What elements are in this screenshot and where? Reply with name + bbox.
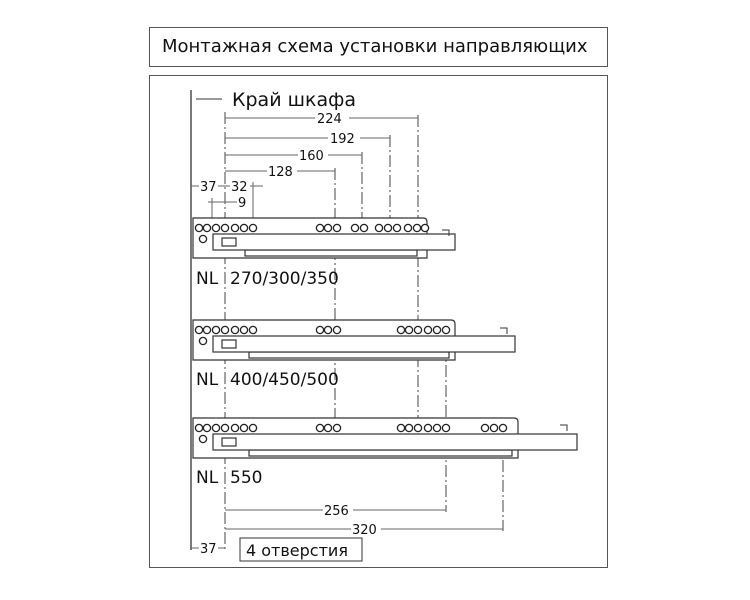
mounting-hole [332, 423, 342, 433]
mounting-hole [396, 423, 406, 433]
mounting-hole [413, 325, 423, 335]
dim-160: 160 [299, 149, 324, 164]
diagram-frame [149, 75, 608, 568]
mounting-hole [392, 223, 402, 233]
mounting-hole [248, 223, 258, 233]
mounting-hole [194, 423, 204, 433]
mounting-hole [423, 423, 433, 433]
mounting-hole [332, 223, 342, 233]
mounting-hole [359, 223, 369, 233]
rail-1-prefix: NL [196, 269, 219, 289]
mounting-hole [432, 423, 442, 433]
mounting-hole [350, 223, 360, 233]
diagram-title: Монтажная схема установки направляющих [162, 36, 588, 57]
mounting-hole [211, 325, 221, 335]
mounting-hole [202, 223, 212, 233]
rail-2-prefix: NL [196, 370, 219, 390]
mounting-hole [220, 223, 230, 233]
mounting-hole [441, 423, 451, 433]
mounting-hole [239, 423, 249, 433]
mounting-hole [374, 223, 384, 233]
mounting-hole [332, 325, 342, 335]
mounting-hole [323, 223, 333, 233]
mounting-hole [198, 434, 208, 444]
rail-3-prefix: NL [196, 468, 219, 488]
mounting-hole [315, 325, 325, 335]
title-box: Монтажная схема установки направляющих [149, 27, 608, 67]
mounting-hole [489, 423, 499, 433]
mounting-hole [396, 325, 406, 335]
mounting-hole [498, 423, 508, 433]
rail-nl-550: NL 550 [192, 417, 578, 488]
mounting-hole [202, 325, 212, 335]
mounting-hole [230, 423, 240, 433]
mounting-hole [211, 423, 221, 433]
mounting-hole [441, 325, 451, 335]
mounting-hole [315, 423, 325, 433]
mounting-hole [383, 223, 393, 233]
mounting-hole [230, 223, 240, 233]
holes-note: 4 отверстия [246, 541, 348, 560]
mounting-hole [404, 325, 414, 335]
dim-192: 192 [330, 132, 355, 147]
rail-3-sizes: 550 [230, 468, 262, 488]
mounting-hole [403, 223, 413, 233]
mounting-hole [420, 223, 430, 233]
mounting-hole [248, 423, 258, 433]
dim-224: 224 [317, 112, 342, 127]
mounting-hole [413, 423, 423, 433]
top-dimensions: 224 192 160 128 37 32 9 [191, 110, 418, 226]
mounting-hole [198, 336, 208, 346]
mounting-hole [423, 325, 433, 335]
rail-1-sizes: 270/300/350 [230, 269, 339, 289]
dim-128: 128 [268, 165, 293, 180]
mounting-hole [194, 325, 204, 335]
mounting-hole [211, 223, 221, 233]
mounting-hole [239, 325, 249, 335]
mounting-hole [220, 423, 230, 433]
mounting-hole [323, 325, 333, 335]
mounting-hole [480, 423, 490, 433]
mounting-hole [412, 223, 422, 233]
mounting-hole [198, 234, 208, 244]
rail-nl-400-450-500: NL 400/450/500 [192, 319, 516, 390]
mounting-hole [432, 325, 442, 335]
dim-256: 256 [324, 504, 349, 519]
mounting-hole [323, 423, 333, 433]
mounting-hole [230, 325, 240, 335]
dim-37-top: 37 [200, 180, 217, 195]
dim-9: 9 [238, 196, 246, 211]
bottom-dimensions: 256 320 37 4 отверстия [191, 502, 503, 562]
dim-37-bottom: 37 [200, 542, 217, 557]
dim-32: 32 [231, 180, 248, 195]
dim-320: 320 [352, 523, 377, 538]
rail-nl-270-300-350: NL 270/300/350 [192, 217, 456, 289]
mounting-hole [239, 223, 249, 233]
mounting-hole [404, 423, 414, 433]
mounting-hole [220, 325, 230, 335]
mounting-hole [248, 325, 258, 335]
cabinet-edge-label: Край шкафа [232, 89, 356, 111]
mounting-hole [202, 423, 212, 433]
rail-2-sizes: 400/450/500 [230, 370, 339, 390]
mounting-hole [315, 223, 325, 233]
mounting-hole [194, 223, 204, 233]
